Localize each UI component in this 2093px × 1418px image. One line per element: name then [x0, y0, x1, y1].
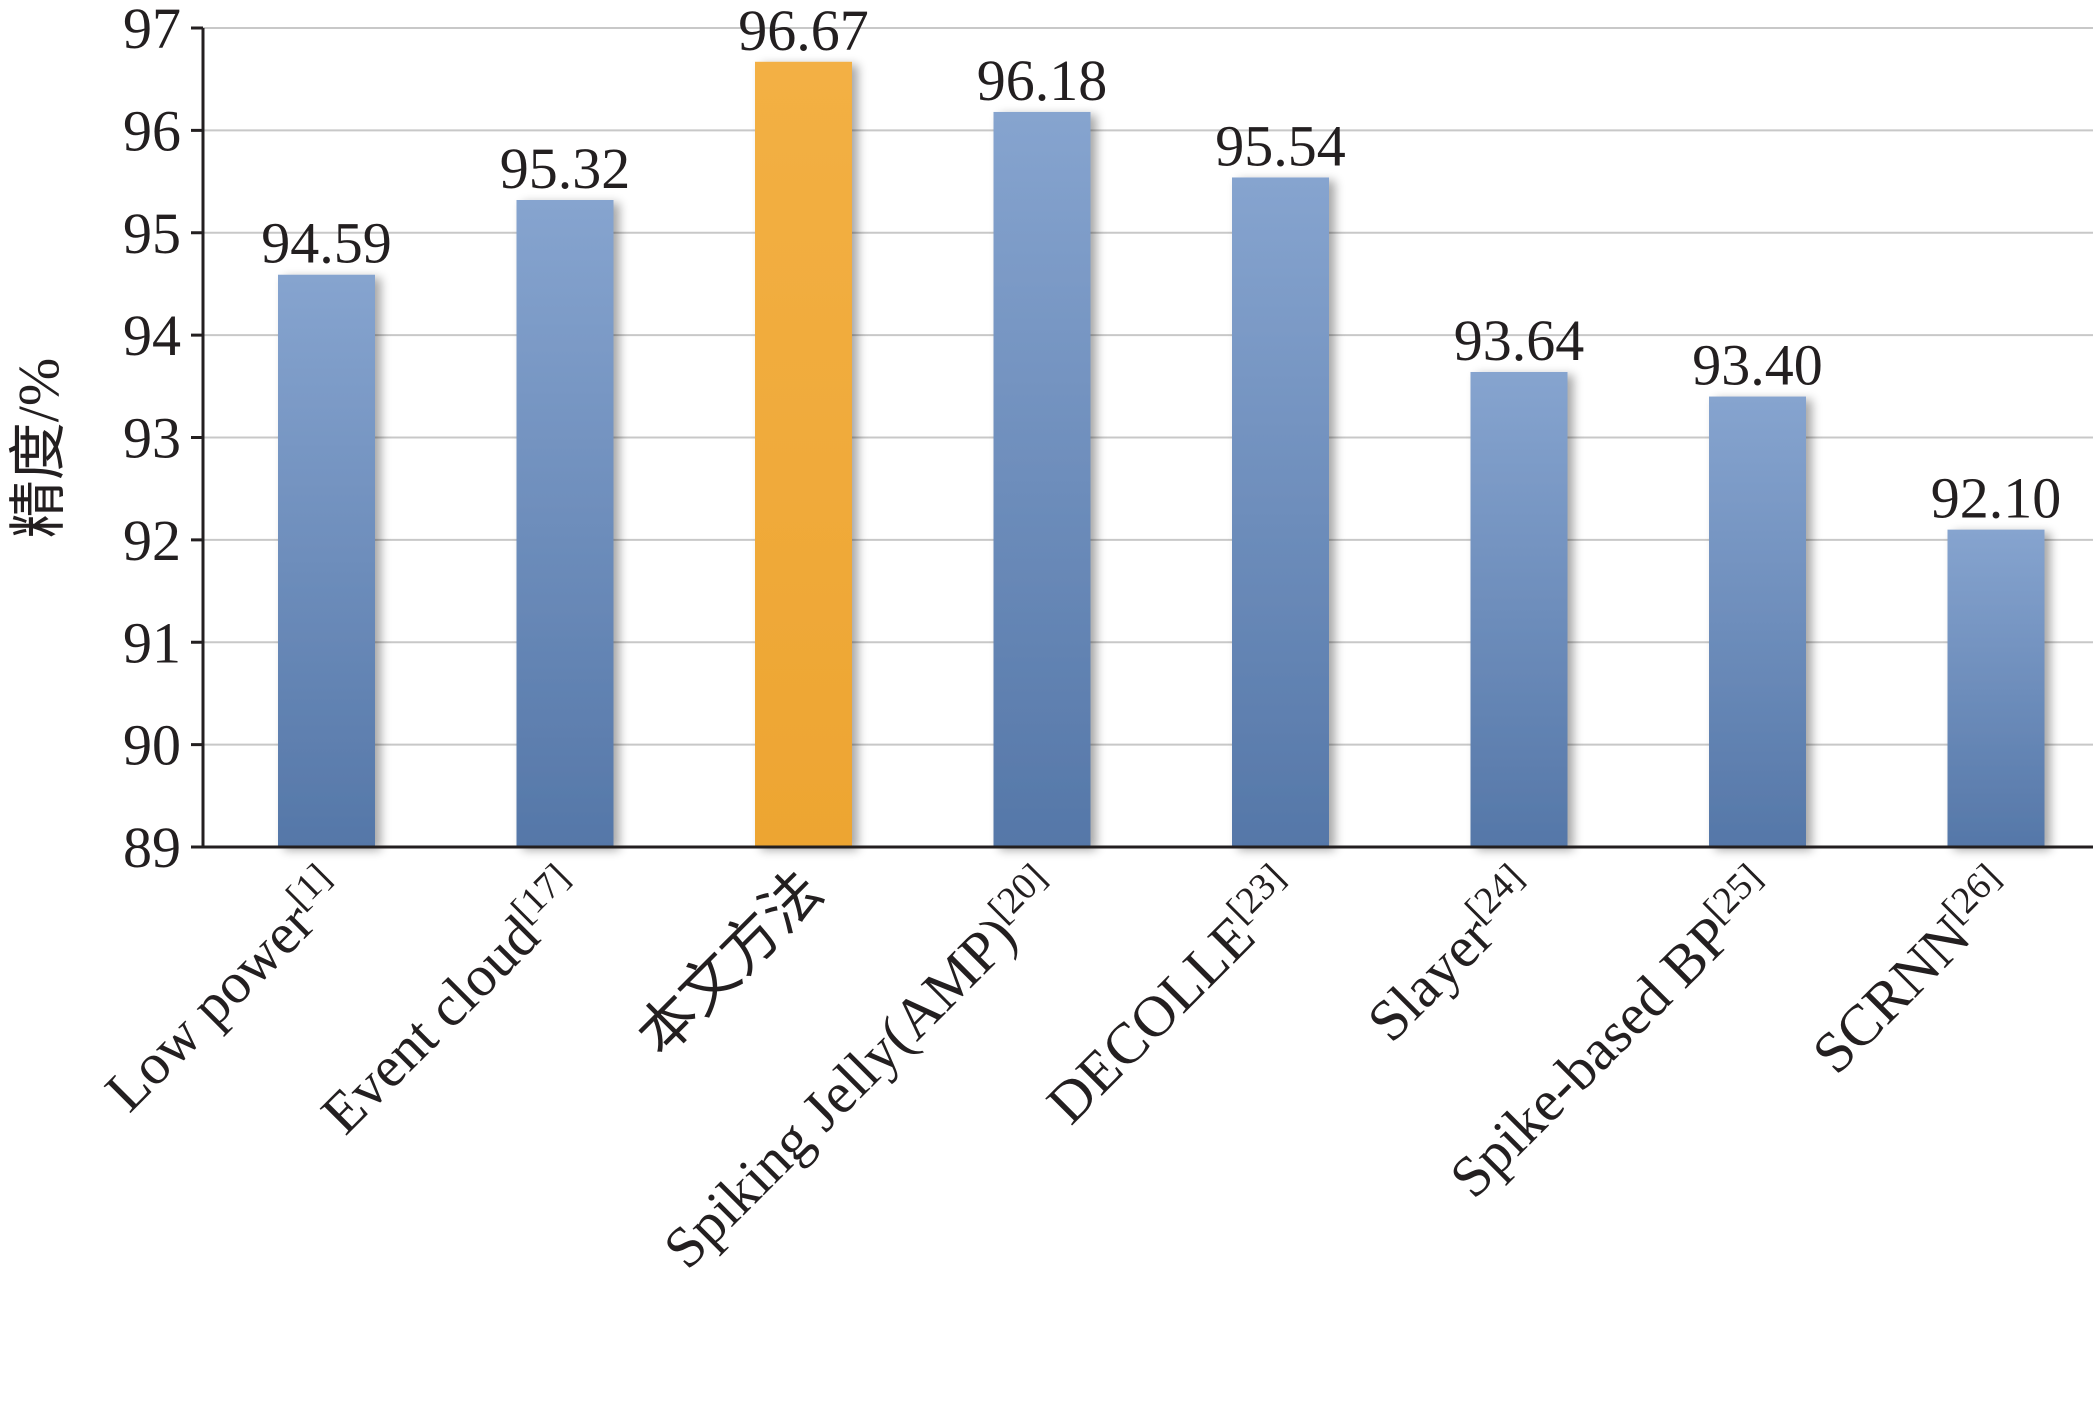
y-tick-label: 89	[123, 815, 181, 880]
y-tick-label: 93	[123, 406, 181, 471]
axes	[191, 26, 2093, 849]
x-category-label: Low power[1]	[90, 856, 357, 1123]
bar-3	[993, 111, 1091, 847]
y-axis-title: 精度/%	[6, 358, 71, 538]
data-label: 95.54	[1215, 113, 1346, 178]
y-tick-label: 94	[123, 303, 181, 368]
data-label: 94.59	[261, 211, 392, 276]
x-category-label: 本文方法	[625, 858, 835, 1068]
x-category-label: Slayer[24]	[1353, 856, 1551, 1054]
y-tick-label: 97	[123, 0, 181, 61]
y-tick-label: 91	[123, 610, 181, 675]
x-category-label: DECOLLE[23]	[1032, 856, 1312, 1136]
y-tick-label: 96	[123, 98, 181, 163]
bar-2	[755, 61, 852, 847]
data-label: 95.32	[500, 136, 631, 201]
y-tick-label: 95	[123, 201, 181, 266]
data-label: 93.40	[1692, 333, 1823, 398]
bars	[278, 61, 2045, 848]
x-category-label: Spiking Jelly(AMP)[20]	[649, 856, 1073, 1280]
bar-6	[1709, 396, 1806, 847]
y-tick-label: 92	[123, 508, 181, 573]
bar-5	[1470, 371, 1568, 847]
data-label: 96.67	[738, 0, 869, 63]
data-label: 92.10	[1931, 466, 2062, 531]
bar-0	[278, 274, 375, 847]
data-label: 93.64	[1454, 308, 1585, 373]
x-category-label: SCRNN[26]	[1798, 856, 2028, 1086]
bar-1	[516, 199, 614, 848]
bar-4	[1232, 177, 1329, 847]
data-label: 96.18	[977, 48, 1108, 113]
x-category-label: Event cloud[17]	[306, 856, 596, 1146]
bar-7	[1947, 529, 2045, 847]
y-tick-label: 90	[123, 713, 181, 778]
